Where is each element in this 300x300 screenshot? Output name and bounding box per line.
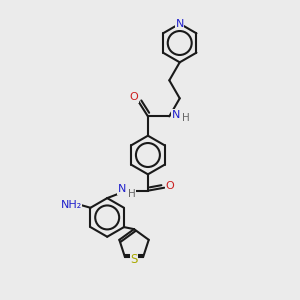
Text: O: O — [130, 92, 138, 102]
Text: N: N — [172, 110, 180, 120]
Text: S: S — [130, 253, 138, 266]
Text: N: N — [176, 19, 184, 29]
Text: H: H — [128, 189, 136, 199]
Text: NH₂: NH₂ — [61, 200, 82, 210]
Text: N: N — [118, 184, 126, 194]
Text: H: H — [182, 113, 190, 123]
Text: O: O — [165, 181, 174, 191]
